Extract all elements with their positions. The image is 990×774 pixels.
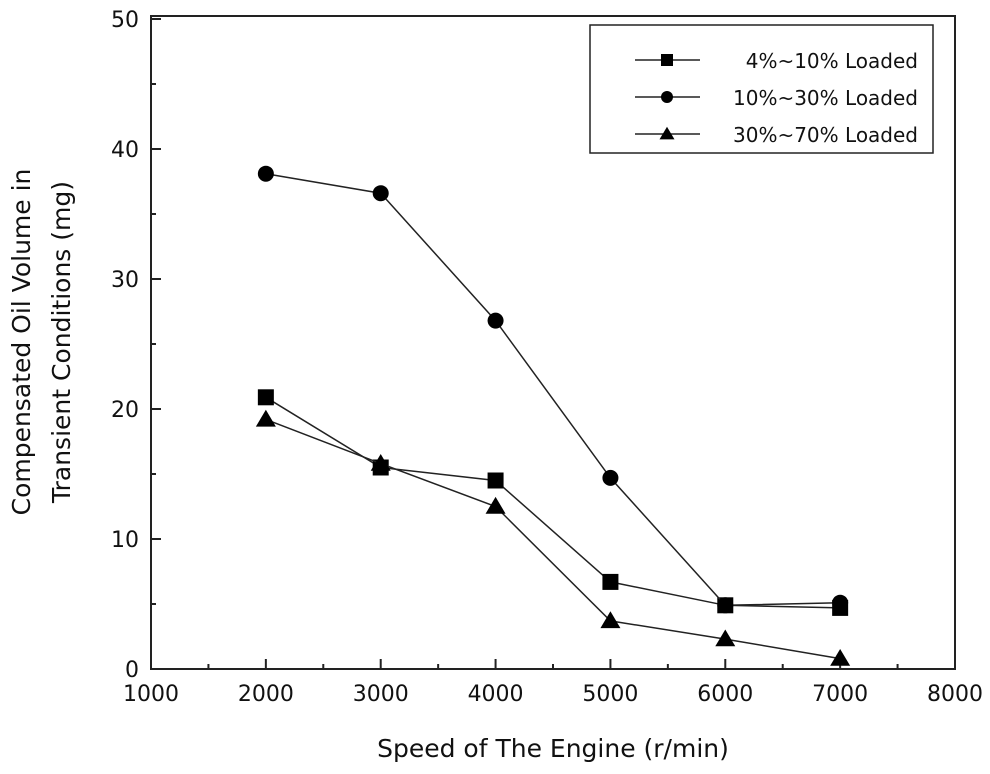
series-square (257, 389, 849, 616)
y-axis-label-line-1: Compensated Oil Volume in (7, 169, 36, 516)
circle-marker (372, 185, 389, 202)
y-tick-label: 50 (111, 8, 139, 33)
series-triangle (255, 409, 851, 666)
circle-marker (717, 597, 734, 614)
x-tick-label: 4000 (468, 682, 524, 707)
triangle-marker (715, 629, 736, 647)
circle-marker (661, 91, 673, 103)
triangle-marker (659, 126, 675, 140)
square-marker (602, 573, 619, 590)
circle-marker (832, 594, 849, 611)
legend-item: 4%~10% Loaded (635, 49, 918, 73)
legend-label: 10%~30% Loaded (733, 86, 918, 110)
square-marker (257, 389, 274, 406)
y-tick-label: 40 (111, 138, 139, 163)
triangle-marker (600, 611, 621, 629)
square-marker (661, 54, 673, 66)
legend: 4%~10% Loaded 10%~30% Loaded 30%~70% Loade… (589, 24, 934, 154)
y-tick-label: 0 (125, 658, 139, 683)
triangle-marker (370, 454, 391, 471)
legend-item: 30%~70% Loaded (635, 123, 918, 147)
series-line (265, 396, 841, 609)
legend-item: 10%~30% Loaded (635, 86, 918, 110)
triangle-marker (485, 496, 506, 514)
legend-box (589, 24, 934, 154)
x-tick-label: 5000 (582, 682, 638, 707)
y-tick-label: 10 (111, 528, 139, 553)
x-tick-label: 3000 (353, 682, 409, 707)
series-line (265, 172, 841, 607)
circle-marker (257, 165, 274, 182)
x-tick-label: 6000 (697, 682, 753, 707)
x-axis-label: Speed of The Engine (r/min) (377, 734, 729, 763)
square-marker (487, 472, 504, 489)
legend-label: 4%~10% Loaded (746, 49, 918, 73)
x-tick-label: 1000 (123, 682, 179, 707)
triangle-marker (255, 409, 276, 427)
x-tick-label: 7000 (812, 682, 868, 707)
y-tick-label: 20 (111, 398, 139, 423)
x-tick-label: 2000 (238, 682, 294, 707)
series-circle (257, 165, 849, 614)
series-line (265, 418, 841, 660)
x-tick-label: 8000 (927, 682, 983, 707)
y-tick-label: 30 (111, 268, 139, 293)
circle-marker (602, 469, 619, 486)
circle-marker (487, 312, 504, 329)
triangle-marker (830, 649, 851, 666)
legend-label: 30%~70% Loaded (733, 123, 918, 147)
y-axis-label-line-2: Transient Conditions (mg) (47, 181, 76, 504)
